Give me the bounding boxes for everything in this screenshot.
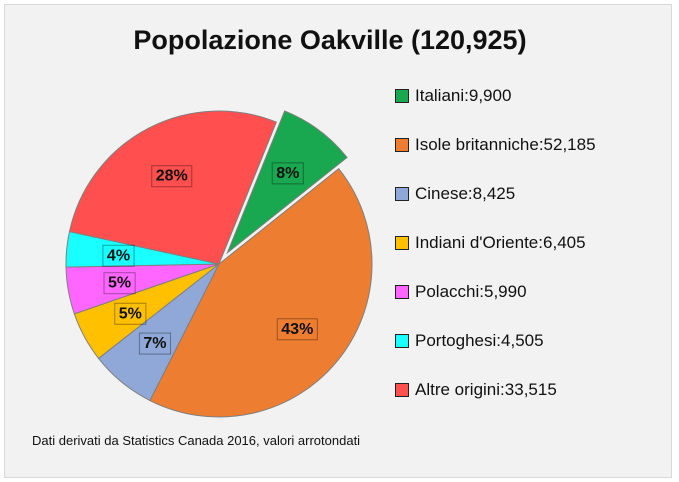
legend-name: Altre origini — [415, 379, 501, 399]
legend-item: Indiani d'Oriente: 6,405 — [395, 230, 679, 255]
chart-area: Popolazione Oakville (120,925) 8% 43% 7% 5%… — [4, 4, 672, 478]
legend-item: Altre origini: 33,515 — [395, 377, 679, 402]
legend-swatch — [395, 137, 409, 152]
pie-slice — [68, 110, 277, 265]
slice-label-box — [138, 332, 172, 355]
pie-slice — [149, 167, 373, 418]
legend-value: 9,900 — [468, 85, 512, 105]
legend: Italiani: 9,900 Isole britanniche: 52,18… — [395, 83, 679, 426]
slice-label-box — [276, 318, 318, 341]
legend-name: Italiani — [415, 85, 465, 105]
slice-percent-label: 8% — [276, 165, 299, 182]
legend-name: Cinese — [415, 183, 468, 203]
legend-item: Italiani: 9,900 — [395, 83, 679, 108]
legend-swatch — [395, 235, 409, 250]
pie-chart: 8%43%7%5%5%4%28% — [65, 110, 373, 418]
legend-separator: : — [467, 183, 473, 203]
slice-label-box — [114, 302, 147, 325]
legend-name: Portoghesi — [415, 330, 497, 350]
slice-percent-label: 4% — [107, 247, 130, 264]
slice-percent-label: 5% — [119, 305, 142, 322]
legend-swatch — [395, 88, 409, 103]
slice-percent-label: 7% — [143, 335, 166, 352]
chart-title: Popolazione Oakville (120,925) — [133, 25, 527, 55]
legend-swatch — [395, 333, 409, 348]
legend-item: Isole britanniche: 52,185 — [395, 132, 679, 157]
legend-separator: : — [479, 281, 484, 301]
legend-separator: : — [500, 379, 505, 399]
slice-label-box — [103, 272, 136, 295]
legend-value: 4,505 — [501, 330, 544, 350]
legend-item: Portoghesi: 4,505 — [395, 328, 679, 353]
legend-value: 5,990 — [484, 281, 527, 301]
legend-swatch — [395, 284, 409, 299]
legend-name: Indiani d'Oriente — [415, 232, 539, 252]
legend-separator: : — [538, 232, 544, 252]
legend-value: 8,425 — [472, 183, 516, 203]
legend-swatch — [395, 186, 409, 201]
slice-label-box — [102, 244, 135, 267]
legend-item: Polacchi: 5,990 — [395, 279, 679, 304]
legend-name: Polacchi — [415, 281, 480, 301]
legend-value: 52,185 — [543, 134, 596, 154]
legend-swatch — [395, 382, 409, 397]
slice-label-box — [151, 165, 193, 188]
slice-percent-label: 43% — [281, 321, 313, 338]
legend-separator: : — [464, 85, 469, 105]
legend-separator: : — [538, 134, 544, 154]
slice-label-box — [271, 162, 304, 185]
slice-percent-label: 5% — [108, 275, 131, 292]
source-note: Dati derivati da Statistics Canada 2016,… — [32, 433, 361, 448]
legend-value: 6,405 — [543, 232, 586, 252]
pie-slice — [226, 110, 348, 255]
legend-separator: : — [496, 330, 502, 350]
legend-value: 33,515 — [504, 379, 557, 399]
slice-percent-label: 28% — [156, 168, 188, 185]
legend-item: Cinese: 8,425 — [395, 181, 679, 206]
legend-name: Isole britanniche — [415, 134, 539, 154]
